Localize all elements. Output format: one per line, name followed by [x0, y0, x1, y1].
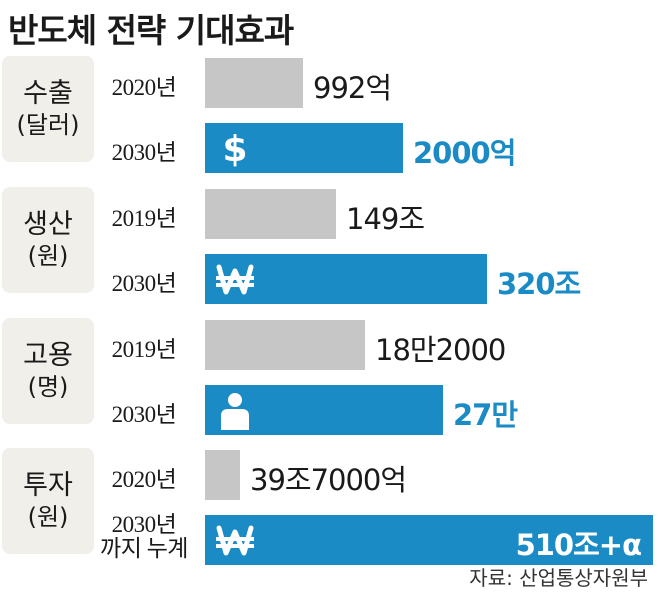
year-label-line: 까지 누계 [100, 536, 188, 561]
person-icon [215, 390, 255, 434]
value-label: 27만 [453, 398, 518, 432]
value-label: 18만2000 [375, 333, 506, 367]
bar-new [205, 515, 653, 565]
year-label: 2030년 [111, 140, 177, 165]
won-icon [215, 520, 255, 564]
year-label: 2030년 까지 누계 [96, 513, 192, 561]
category-box: 고용 (명) [2, 318, 94, 424]
bar-old [205, 58, 303, 108]
category-name: 생산 [23, 209, 73, 240]
year-label: 2030년 [111, 271, 177, 296]
bar-old [205, 450, 240, 500]
category-name: 수출 [23, 78, 73, 109]
bar-new [205, 123, 403, 173]
bar-old [205, 320, 365, 370]
category-unit: (원) [27, 503, 69, 531]
year-label: 2020년 [111, 75, 177, 100]
category-box: 수출 (달러) [2, 56, 94, 162]
category-name: 고용 [23, 340, 73, 371]
category-box: 생산 (원) [2, 187, 94, 293]
year-label-line: 2030년 [111, 512, 177, 537]
year-label: 2020년 [111, 467, 177, 492]
category-unit: (원) [27, 242, 69, 270]
value-label: 992억 [313, 71, 392, 105]
source-note: 자료: 산업통상자원부 [469, 566, 648, 590]
svg-text:$: $ [222, 129, 247, 168]
dollar-icon: $ [215, 128, 255, 172]
value-label: 39조7000억 [250, 463, 407, 497]
category-unit: (명) [27, 373, 69, 401]
category-name: 투자 [23, 470, 73, 501]
year-label: 2019년 [111, 206, 177, 231]
year-label: 2030년 [111, 402, 177, 427]
won-icon [215, 259, 255, 303]
value-label: 320조 [497, 267, 581, 301]
bar-old [205, 189, 336, 239]
value-label: 149조 [346, 202, 425, 236]
year-label: 2019년 [111, 337, 177, 362]
value-label: 2000억 [413, 136, 516, 170]
category-unit: (달러) [16, 111, 80, 139]
category-box: 투자 (원) [2, 448, 94, 554]
value-label: 510조+α [515, 528, 642, 562]
chart-title: 반도체 전략 기대효과 [8, 11, 294, 50]
